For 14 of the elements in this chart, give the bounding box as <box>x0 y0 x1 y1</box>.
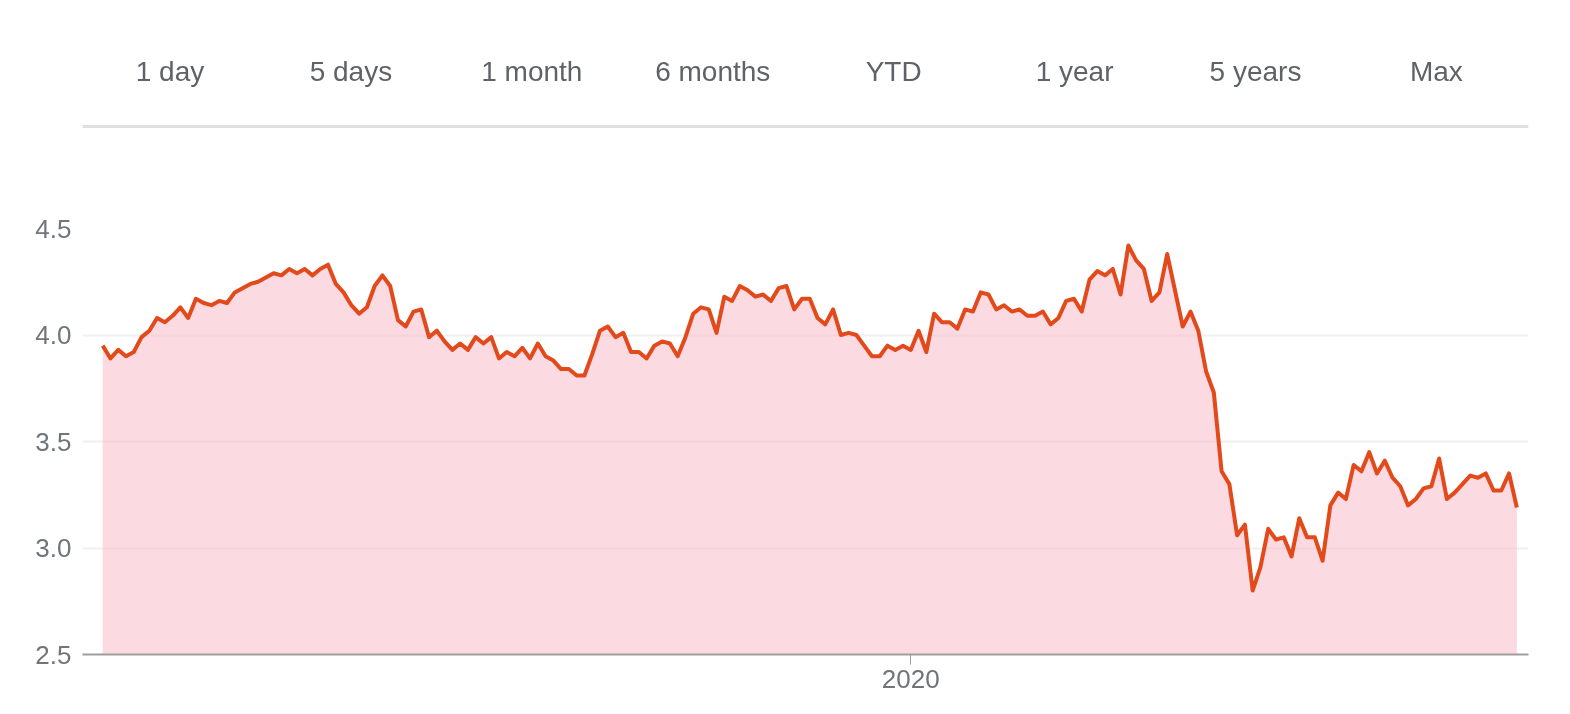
x-tick-label: 2020 <box>881 663 940 694</box>
text: YTD <box>865 56 922 87</box>
text: 1 day <box>135 56 205 87</box>
y-tick-label: 3.0 <box>35 533 72 563</box>
y-tick-label: 4.0 <box>35 320 72 350</box>
text: 5 years <box>1209 56 1302 87</box>
text: 1 month <box>481 56 583 87</box>
y-tick-label: 3.5 <box>35 426 72 457</box>
y-tick-label: 4.5 <box>35 213 72 244</box>
text: 1 year <box>1035 56 1114 87</box>
text: Max <box>1409 56 1463 87</box>
text: 6 months <box>655 56 771 87</box>
y-tick-label: 2.5 <box>35 639 72 670</box>
text: 5 days <box>309 56 393 87</box>
